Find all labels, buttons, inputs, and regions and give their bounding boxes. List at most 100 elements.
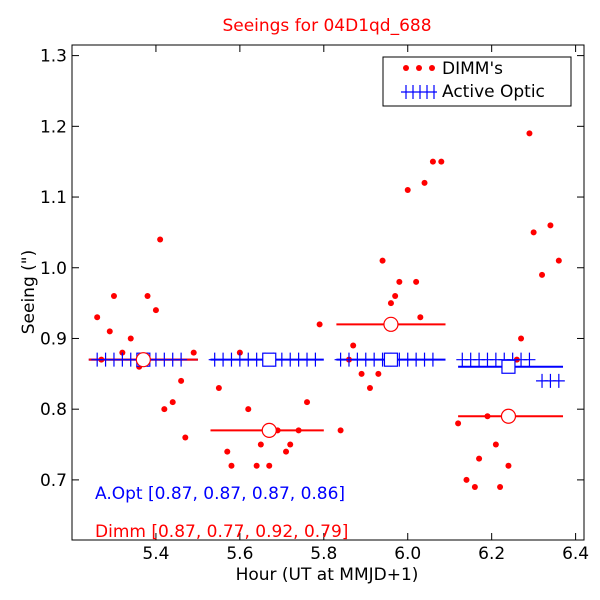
dimm-point: [455, 420, 462, 427]
dimm-point: [387, 300, 394, 307]
dimm-point: [484, 413, 491, 420]
dimm-point: [417, 314, 424, 321]
x-tick-label: 6.0: [394, 544, 421, 564]
dimm-point: [127, 335, 134, 342]
aopt-point: [175, 352, 188, 367]
dimm-point: [413, 278, 420, 285]
legend-dimm-marker: [403, 65, 435, 71]
aopt-point: [309, 352, 322, 367]
dimm-point: [266, 462, 273, 469]
dimm-point: [438, 158, 445, 165]
dimm-point: [404, 186, 411, 193]
dimm-point: [530, 229, 537, 236]
aopt-point: [552, 373, 565, 388]
dimm-point: [366, 384, 373, 391]
legend-dimm-dot: [429, 65, 435, 71]
dimm-point: [316, 321, 323, 328]
dimm-point: [492, 441, 499, 448]
x-tick-label: 6.2: [478, 544, 505, 564]
dimm-point: [161, 406, 168, 413]
dimm-point: [379, 257, 386, 264]
dimm-point: [421, 179, 428, 186]
x-tick-label: 6.4: [562, 544, 589, 564]
dimm-point: [295, 427, 302, 434]
dimm-median-marker: [500, 408, 517, 424]
median-markers: [135, 316, 517, 438]
dimm-point: [257, 441, 264, 448]
dimm-point: [215, 384, 222, 391]
x-tick-label: 5.6: [226, 544, 253, 564]
plot-area-frame: [71, 44, 585, 541]
median-lines: [88, 323, 564, 432]
dimm-medians-annotation: Dimm [0.87, 0.77, 0.92, 0.79]: [95, 522, 348, 542]
dimm-point: [106, 328, 113, 335]
legend-dimm-label: DIMM's: [442, 59, 503, 79]
legend-aopt-marker: [401, 85, 437, 99]
dimm-point: [157, 236, 164, 243]
legend-dimm-dot: [416, 65, 422, 71]
dimm-point: [539, 271, 546, 278]
dimm-point: [505, 462, 512, 469]
dimm-point: [253, 462, 260, 469]
dimm-point: [245, 406, 252, 413]
dimm-point: [375, 370, 382, 377]
dimm-point: [497, 483, 504, 490]
x-tick-label: 5.4: [142, 544, 169, 564]
dimm-point: [429, 158, 436, 165]
dimm-point: [236, 349, 243, 356]
data-points: [91, 130, 565, 490]
dimm-point: [304, 399, 311, 406]
x-axis-ticks: 5.4 5.6 5.8 6.0 6.2 6.4: [142, 45, 589, 564]
dimm-median-marker: [261, 422, 277, 438]
legend-aopt-label: Active Optic: [442, 82, 545, 102]
aopt-medians-annotation: A.Opt [0.87, 0.87, 0.87, 0.86]: [95, 484, 345, 504]
dimm-point: [350, 342, 357, 349]
dimm-point: [463, 476, 470, 483]
dimm-point: [169, 399, 176, 406]
dimm-point: [287, 441, 294, 448]
dimm-point: [555, 257, 562, 264]
dimm-point: [518, 335, 525, 342]
dimm-point: [144, 293, 151, 300]
y-tick-label: 0.7: [40, 471, 67, 491]
dimm-point: [471, 483, 478, 490]
y-tick-label: 1.3: [40, 47, 67, 67]
dimm-point: [178, 377, 185, 384]
y-tick-label: 0.8: [40, 400, 67, 420]
aopt-median-marker: [383, 352, 399, 367]
dimm-point: [476, 455, 483, 462]
aopt-median-marker: [262, 352, 277, 367]
dimm-point: [110, 293, 117, 300]
dimm-median-marker: [135, 352, 151, 368]
dimm-point: [228, 462, 235, 469]
chart-title: Seeings for 04D1qd_688: [222, 16, 431, 36]
legend-dimm-dot: [403, 65, 409, 71]
x-axis-label: Hour (UT at MMJD+1): [236, 565, 419, 585]
dimm-point: [94, 314, 101, 321]
dimm-median-marker: [383, 316, 399, 332]
aopt-point: [523, 352, 536, 367]
aopt-point: [426, 352, 439, 367]
dimm-point: [152, 307, 159, 314]
dimm-point: [396, 278, 403, 285]
dimm-point: [547, 222, 554, 229]
y-tick-label: 0.9: [40, 329, 67, 349]
dimm-point: [526, 130, 533, 137]
y-tick-label: 1.2: [40, 117, 67, 137]
dimm-point: [119, 349, 126, 356]
x-tick-label: 5.8: [310, 544, 337, 564]
aopt-median-marker: [501, 359, 516, 374]
legend-box: [382, 56, 572, 107]
legend: DIMM's Active Optic: [382, 56, 572, 107]
dimm-point: [224, 448, 231, 455]
y-tick-label: 1.1: [40, 188, 67, 208]
dimm-point: [358, 370, 365, 377]
y-axis-ticks: 0.7 0.8 0.9 1.0 1.1 1.2 1.3: [40, 47, 584, 491]
dimm-point: [337, 427, 344, 434]
dimm-point: [182, 434, 189, 441]
y-axis-label: Seeing ("): [19, 250, 39, 335]
y-tick-label: 1.0: [40, 259, 67, 279]
dimm-point: [190, 349, 197, 356]
dimm-point: [392, 293, 399, 300]
